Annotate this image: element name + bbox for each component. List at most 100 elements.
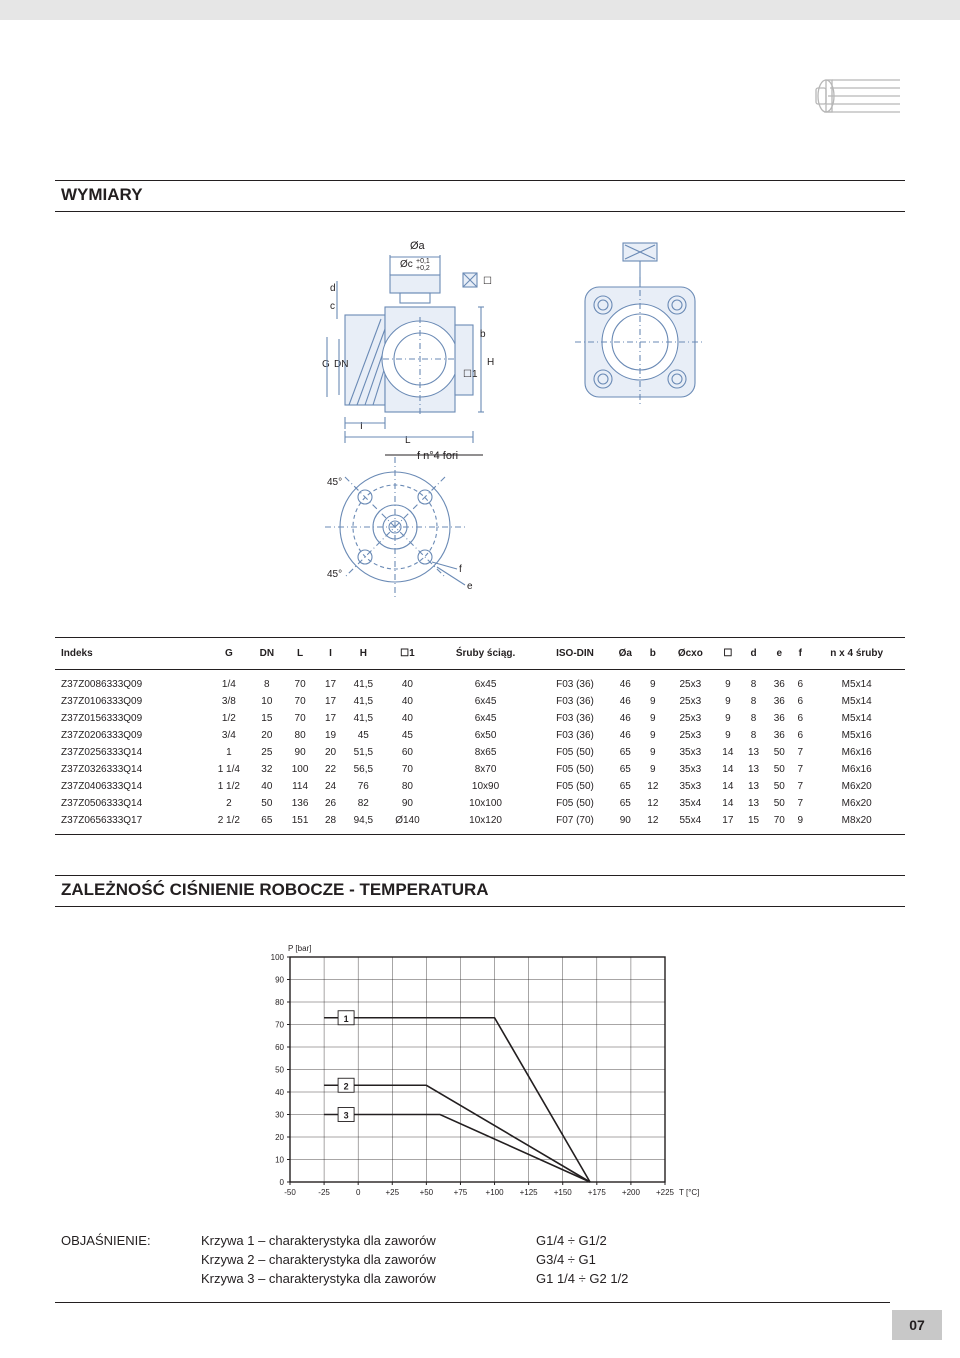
table-cell: 41,5 <box>343 710 383 727</box>
table-cell: 8 <box>741 693 767 710</box>
table-cell: 40 <box>383 676 431 693</box>
svg-text:+50: +50 <box>420 1188 434 1197</box>
table-cell: F05 (50) <box>539 744 610 761</box>
legend-range: G1/4 ÷ G1/2 <box>536 1232 628 1251</box>
table-cell: 70 <box>283 676 318 693</box>
table-cell: Z37Z0086333Q09 <box>55 676 207 693</box>
svg-text:-50: -50 <box>284 1188 296 1197</box>
svg-text:Øa: Øa <box>410 240 426 252</box>
legend-line: Krzywa 2 – charakterystyka dla zaworów <box>201 1251 511 1270</box>
table-cell: 9 <box>640 761 666 778</box>
svg-text:+0,2: +0,2 <box>416 265 430 272</box>
svg-text:d: d <box>330 283 336 294</box>
table-cell: M6x16 <box>808 744 905 761</box>
table-cell: Z37Z0326333Q14 <box>55 761 207 778</box>
svg-text:90: 90 <box>275 976 284 985</box>
table-cell: 12 <box>640 778 666 795</box>
svg-text:+0,1: +0,1 <box>416 258 430 265</box>
table-cell: 15 <box>251 710 282 727</box>
table-cell: 8 <box>741 727 767 744</box>
legend-range: G3/4 ÷ G1 <box>536 1251 628 1270</box>
table-cell: 9 <box>640 727 666 744</box>
table-cell: 70 <box>383 761 431 778</box>
table-cell: 35x3 <box>666 778 715 795</box>
table-cell: 25x3 <box>666 693 715 710</box>
table-col-header: b <box>640 638 666 670</box>
table-row: Z37Z0406333Q141 1/24011424768010x90F05 (… <box>55 778 905 795</box>
table-col-header: Śruby ściąg. <box>432 638 540 670</box>
table-cell: Z37Z0656333Q17 <box>55 812 207 829</box>
svg-text:2: 2 <box>344 1081 349 1091</box>
table-cell: 46 <box>611 693 640 710</box>
table-cell: 9 <box>640 693 666 710</box>
table-cell: 14 <box>715 761 741 778</box>
table-cell: 3/8 <box>207 693 252 710</box>
svg-text:1: 1 <box>344 1014 349 1024</box>
table-cell: 26 <box>318 795 344 812</box>
table-cell: F03 (36) <box>539 676 610 693</box>
svg-text:+25: +25 <box>385 1188 399 1197</box>
table-cell: F07 (70) <box>539 812 610 829</box>
table-cell: 55x4 <box>666 812 715 829</box>
table-cell: 7 <box>792 778 808 795</box>
table-cell: F03 (36) <box>539 710 610 727</box>
table-cell: 46 <box>611 710 640 727</box>
table-cell: 36 <box>766 693 792 710</box>
table-col-header: n x 4 śruby <box>808 638 905 670</box>
table-cell: 40 <box>383 710 431 727</box>
table-row: Z37Z0506333Q1425013626829010x100F05 (50)… <box>55 795 905 812</box>
table-cell: 1/2 <box>207 710 252 727</box>
table-cell: 25x3 <box>666 710 715 727</box>
svg-text:G: G <box>322 359 330 370</box>
valve-section-drawing: Øa Øc +0,1 +0,2 ☐ d c <box>245 237 515 602</box>
table-cell: 3/4 <box>207 727 252 744</box>
table-cell: 1 1/4 <box>207 761 252 778</box>
table-cell: 6 <box>792 693 808 710</box>
table-cell: F03 (36) <box>539 727 610 744</box>
table-cell: 25x3 <box>666 727 715 744</box>
table-cell: 9 <box>640 744 666 761</box>
table-cell: 6 <box>792 676 808 693</box>
table-cell: 10 <box>251 693 282 710</box>
svg-text:Øc: Øc <box>400 259 413 270</box>
table-cell: 80 <box>283 727 318 744</box>
table-cell: 2 1/2 <box>207 812 252 829</box>
table-cell: Z37Z0206333Q09 <box>55 727 207 744</box>
table-cell: 14 <box>715 795 741 812</box>
table-cell: F05 (50) <box>539 795 610 812</box>
table-col-header: I <box>318 638 344 670</box>
svg-text:P [bar]: P [bar] <box>288 944 311 953</box>
legend-heading: OBJAŚNIENIE: <box>61 1232 176 1289</box>
table-cell: M8x20 <box>808 812 905 829</box>
table-col-header: ☐1 <box>383 638 431 670</box>
table-cell: 6 <box>792 710 808 727</box>
table-cell: 9 <box>792 812 808 829</box>
table-cell: 13 <box>741 744 767 761</box>
table-cell: 8 <box>741 676 767 693</box>
table-cell: 46 <box>611 727 640 744</box>
svg-text:+150: +150 <box>554 1188 573 1197</box>
table-cell: 50 <box>251 795 282 812</box>
table-col-header: d <box>741 638 767 670</box>
svg-text:+100: +100 <box>486 1188 505 1197</box>
table-cell: 10x90 <box>432 778 540 795</box>
table-cell: 24 <box>318 778 344 795</box>
table-cell: 20 <box>251 727 282 744</box>
table-cell: 35x3 <box>666 761 715 778</box>
table-cell: Z37Z0256333Q14 <box>55 744 207 761</box>
table-cell: 50 <box>766 744 792 761</box>
table-row: Z37Z0106333Q093/810701741,5406x45F03 (36… <box>55 693 905 710</box>
table-row: Z37Z0086333Q091/48701741,5406x45F03 (36)… <box>55 676 905 693</box>
legend-line: Krzywa 3 – charakterystyka dla zaworów <box>201 1270 511 1289</box>
svg-text:DN: DN <box>334 359 348 370</box>
table-cell: M5x14 <box>808 693 905 710</box>
table-cell: 9 <box>715 676 741 693</box>
table-cell: M5x16 <box>808 727 905 744</box>
table-col-header: ☐ <box>715 638 741 670</box>
svg-text:45°: 45° <box>327 569 342 580</box>
table-cell: Z37Z0406333Q14 <box>55 778 207 795</box>
table-cell: F03 (36) <box>539 693 610 710</box>
table-cell: 56,5 <box>343 761 383 778</box>
table-cell: 10x100 <box>432 795 540 812</box>
svg-text:100: 100 <box>271 953 285 962</box>
